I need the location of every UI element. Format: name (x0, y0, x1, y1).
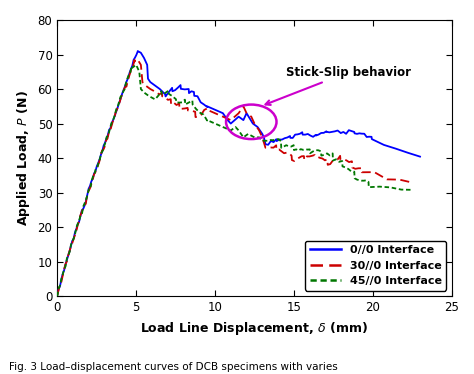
Text: Stick-Slip behavior: Stick-Slip behavior (265, 66, 411, 105)
Legend: 0//0 Interface, 30//0 Interface, 45//0 Interface: 0//0 Interface, 30//0 Interface, 45//0 I… (305, 240, 446, 291)
X-axis label: Load Line Displacement, $\delta$ (mm): Load Line Displacement, $\delta$ (mm) (140, 319, 368, 337)
Y-axis label: Applied Load, $P$ (N): Applied Load, $P$ (N) (15, 90, 32, 226)
Text: Fig. 3 Load–displacement curves of DCB specimens with varies: Fig. 3 Load–displacement curves of DCB s… (9, 362, 338, 372)
